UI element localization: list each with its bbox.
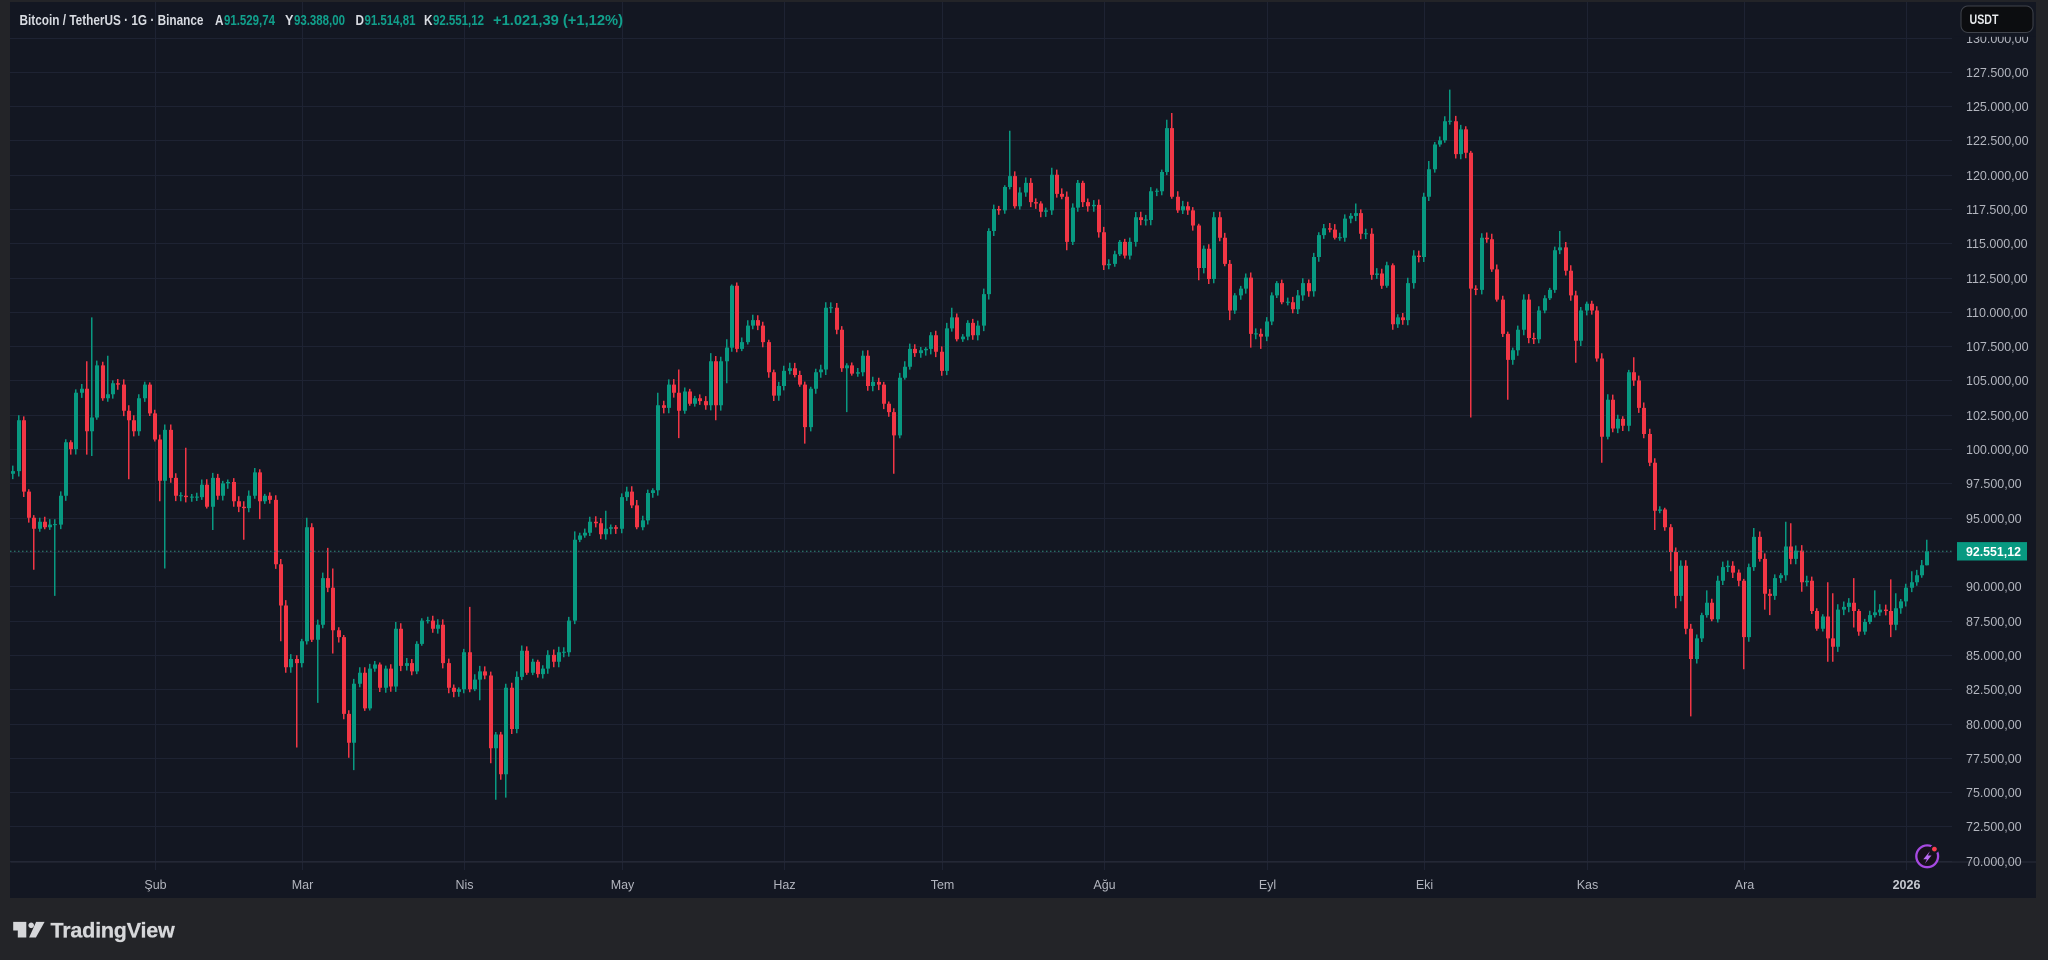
svg-text:Haz: Haz: [773, 878, 795, 892]
svg-text:125.000,00: 125.000,00: [1966, 100, 2029, 114]
svg-text:USDT: USDT: [1970, 12, 2000, 27]
svg-text:92.551,12: 92.551,12: [1966, 544, 2021, 559]
svg-text:May: May: [611, 878, 635, 892]
svg-text:82.500,00: 82.500,00: [1966, 683, 2022, 697]
svg-text:Nis: Nis: [455, 878, 473, 892]
svg-text:Kas: Kas: [1577, 878, 1599, 892]
svg-text:105.000,00: 105.000,00: [1966, 374, 2029, 388]
svg-text:87.500,00: 87.500,00: [1966, 615, 2022, 629]
svg-text:K: K: [424, 12, 433, 29]
svg-text:Bitcoin / TetherUS · 1G · Bina: Bitcoin / TetherUS · 1G · Binance: [20, 12, 204, 29]
svg-text:91.514,81: 91.514,81: [365, 12, 416, 29]
svg-text:90.000,00: 90.000,00: [1966, 580, 2022, 594]
svg-text:127.500,00: 127.500,00: [1966, 66, 2029, 80]
svg-text:93.388,00: 93.388,00: [294, 12, 345, 29]
svg-text:Ağu: Ağu: [1093, 878, 1115, 892]
svg-text:70.000,00: 70.000,00: [1966, 855, 2022, 869]
svg-text:117.500,00: 117.500,00: [1966, 203, 2028, 217]
svg-text:Eyl: Eyl: [1259, 878, 1276, 892]
svg-text:+1.021,39 (+1,12%): +1.021,39 (+1,12%): [493, 12, 623, 29]
svg-text:97.500,00: 97.500,00: [1966, 477, 2022, 491]
svg-text:77.500,00: 77.500,00: [1966, 752, 2022, 766]
svg-text:2026: 2026: [1893, 878, 1921, 892]
svg-text:Y: Y: [285, 12, 294, 29]
svg-text:95.000,00: 95.000,00: [1966, 512, 2022, 526]
svg-text:102.500,00: 102.500,00: [1966, 409, 2029, 423]
svg-text:Ara: Ara: [1735, 878, 1755, 892]
svg-text:110.000,00: 110.000,00: [1966, 306, 2028, 320]
svg-text:92.551,12: 92.551,12: [433, 12, 484, 29]
svg-text:115.000,00: 115.000,00: [1966, 237, 2028, 251]
svg-text:100.000,00: 100.000,00: [1966, 443, 2029, 457]
svg-text:Eki: Eki: [1416, 878, 1433, 892]
svg-text:112.500,00: 112.500,00: [1966, 272, 2028, 286]
svg-text:91.529,74: 91.529,74: [224, 12, 276, 29]
svg-text:122.500,00: 122.500,00: [1966, 134, 2029, 148]
svg-text:85.000,00: 85.000,00: [1966, 649, 2022, 663]
svg-text:75.000,00: 75.000,00: [1966, 786, 2022, 800]
svg-text:Mar: Mar: [292, 878, 314, 892]
svg-text:80.000,00: 80.000,00: [1966, 718, 2022, 732]
svg-text:A: A: [215, 12, 224, 29]
svg-text:D: D: [356, 12, 365, 29]
svg-text:72.500,00: 72.500,00: [1966, 820, 2022, 834]
svg-text:Şub: Şub: [144, 878, 166, 892]
svg-text:Tem: Tem: [931, 878, 955, 892]
svg-text:120.000,00: 120.000,00: [1966, 169, 2029, 183]
svg-text:TradingView: TradingView: [51, 919, 176, 943]
svg-text:107.500,00: 107.500,00: [1966, 340, 2029, 354]
